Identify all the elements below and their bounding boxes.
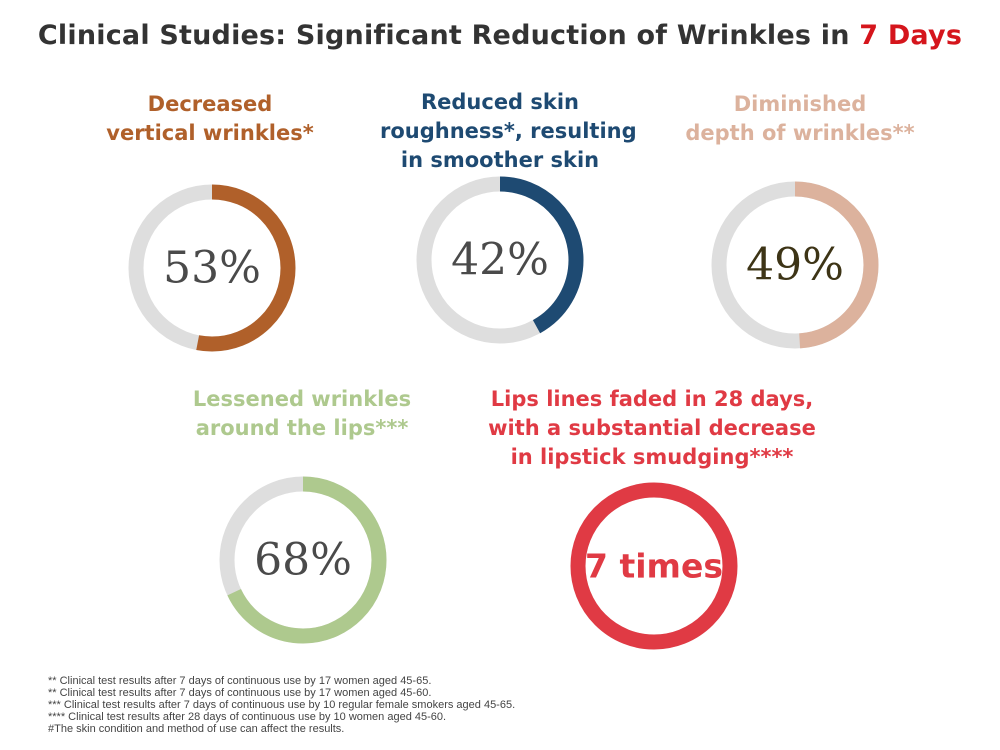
label-line: roughness*, resulting <box>380 119 637 143</box>
stat-label-wrinkle-depth: Diminished depth of wrinkles** <box>680 90 920 148</box>
footnote: **** Clinical test results after 28 days… <box>48 711 447 723</box>
label-line: Decreased <box>147 92 273 116</box>
value-text: 68% <box>254 535 352 586</box>
label-line: in lipstick smudging**** <box>510 445 794 469</box>
title-main: Clinical Studies: Significant Reduction … <box>37 20 860 51</box>
footnote: ** Clinical test results after 7 days of… <box>48 675 432 687</box>
label-line: depth of wrinkles** <box>685 121 915 145</box>
label-line: Diminished <box>733 92 867 116</box>
label-line: vertical wrinkles* <box>106 121 314 145</box>
stat-label-skin-roughness: Reduced skin roughness*, resulting in sm… <box>380 88 637 175</box>
ring-value-arc <box>711 181 879 349</box>
label-line: in smoother skin <box>400 148 600 172</box>
footnote: ** Clinical test results after 7 days of… <box>48 687 432 699</box>
stat-label-lip-wrinkles: Lessened wrinkles around the lips*** <box>182 385 422 443</box>
label-line: with a substantial decrease <box>488 416 816 440</box>
ring-value-arc <box>219 476 387 644</box>
ring-value-arc <box>570 482 738 650</box>
footnote: #The skin condition and method of use ca… <box>48 723 345 735</box>
value-text: 7 times <box>585 547 723 586</box>
label-line: Lessened wrinkles <box>192 387 412 411</box>
ring-value-arc <box>128 184 296 352</box>
footnotes: ** Clinical test results after 7 days of… <box>48 675 748 735</box>
title-accent: 7 Days <box>859 20 963 51</box>
value-text: 53% <box>163 243 261 294</box>
value-text: 49% <box>746 240 844 291</box>
ring-value-arc <box>416 176 584 344</box>
value-text: 42% <box>451 235 549 286</box>
label-line: Reduced skin <box>420 90 580 114</box>
footnote: *** Clinical test results after 7 days o… <box>48 699 516 711</box>
label-line: Lips lines faded in 28 days, <box>490 387 814 411</box>
stat-label-vertical-wrinkles: Decreased vertical wrinkles* <box>90 90 330 148</box>
stat-label-lip-lines: Lips lines faded in 28 days, with a subs… <box>472 385 832 472</box>
page-title: Clinical Studies: Significant Reduction … <box>0 20 1000 51</box>
label-line: around the lips*** <box>195 416 409 440</box>
